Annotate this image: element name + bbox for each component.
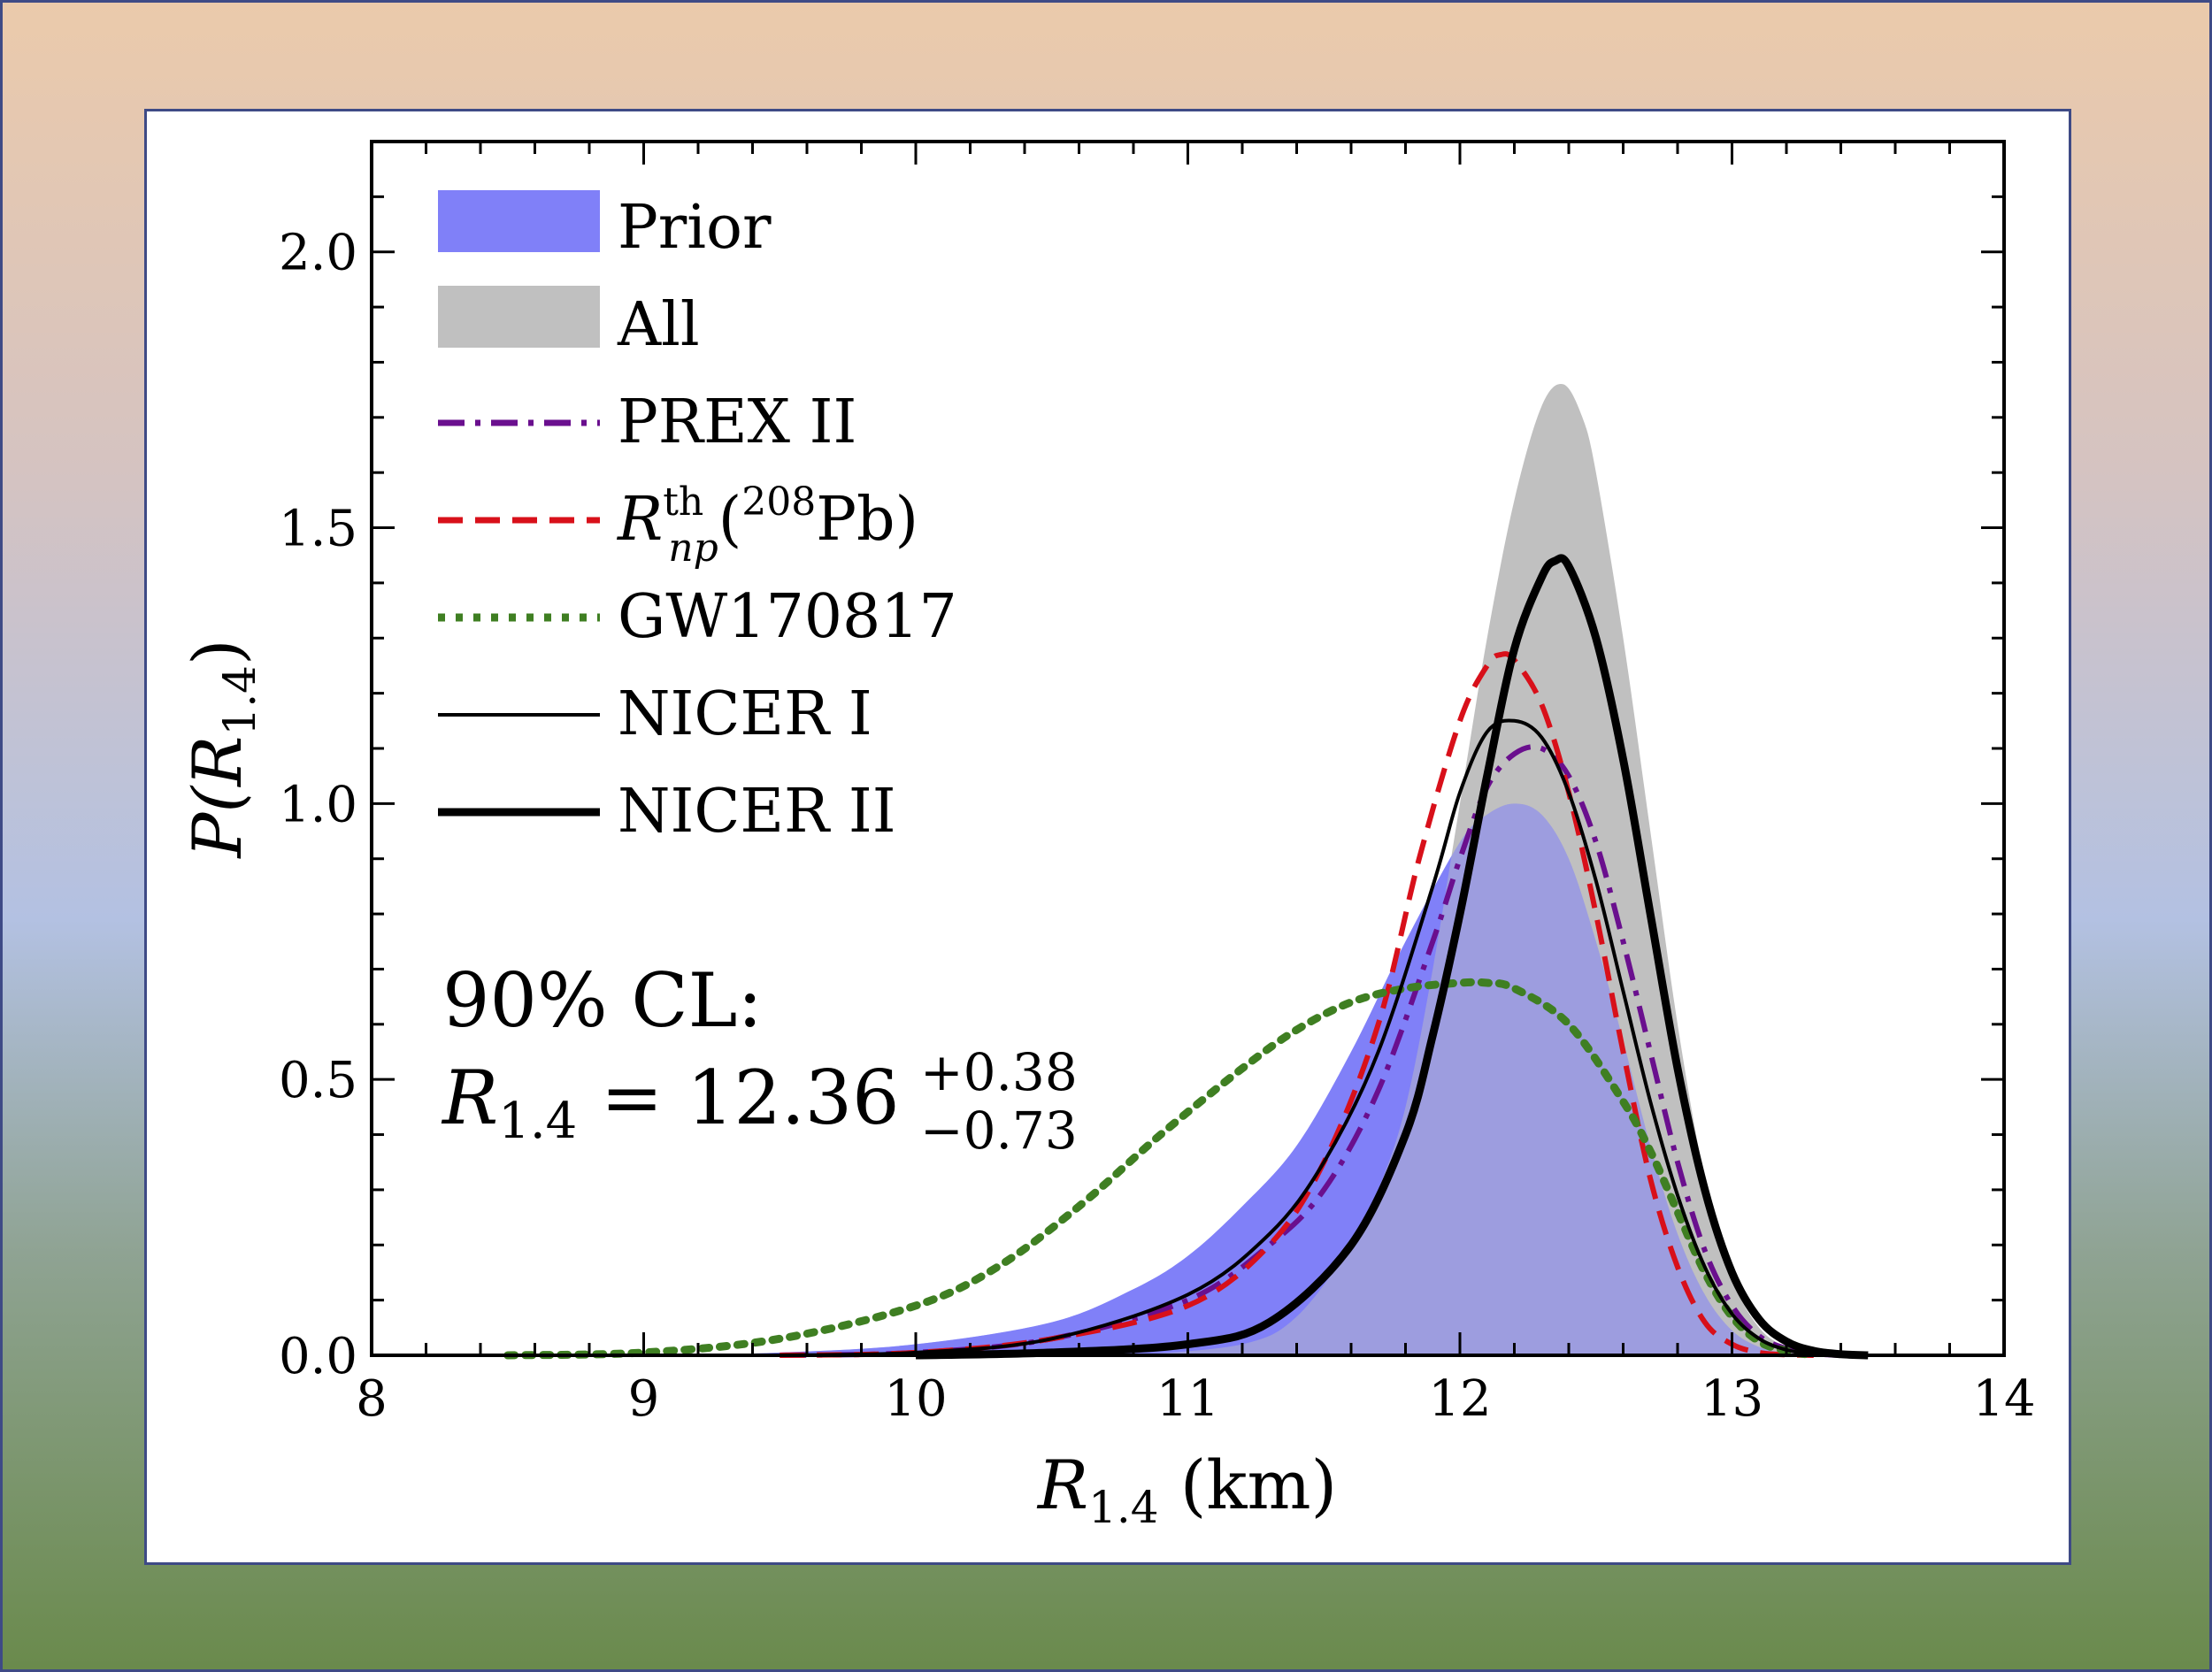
y-axis-label: P(R1.4) (178, 639, 265, 859)
ticks: 8 9 10 11 12 13 14 0.0 0.5 1.0 1.5 2.0 (279, 140, 2036, 1428)
legend-label-rnp-element: Pb) (816, 485, 918, 555)
axes-box (370, 140, 2006, 1357)
cl-annotation-lower: −0.73 (920, 1101, 1078, 1161)
series-fill-prior-overlay (372, 803, 1869, 1355)
series-line-r-np-th-208pb (780, 651, 1814, 1358)
x-tick-label: 8 (356, 1370, 388, 1428)
y-axis-label-close: ) (178, 639, 257, 665)
cl-annotation-symbol: R (441, 1055, 498, 1141)
y-tick-label: 1.5 (279, 501, 357, 558)
legend-label-rnp-isotope: 208 (741, 479, 816, 525)
legend-label-rnp-paren: ( (718, 485, 742, 555)
legend-label-all: All (617, 290, 700, 360)
cl-annotation: 90% CL: R1.4 = 12.36 +0.38 −0.73 (441, 957, 1078, 1161)
series-lines (503, 554, 1869, 1360)
legend-swatch-all (438, 286, 600, 348)
x-tick-label: 9 (628, 1370, 660, 1428)
y-axis-label-symbol: R (178, 736, 257, 788)
cl-annotation-line1: 90% CL: (442, 957, 763, 1044)
x-tick-label: 11 (1156, 1370, 1219, 1428)
legend-label-rnp-symbol: R (616, 485, 663, 555)
x-axis-label-unit: (km) (1159, 1446, 1338, 1524)
cl-annotation-line2: R1.4 = 12.36 (441, 1055, 900, 1150)
cl-annotation-symbol-sub: 1.4 (498, 1093, 577, 1150)
x-tick-label: 12 (1428, 1370, 1491, 1428)
series-line-nicer-i (780, 718, 1841, 1357)
y-tick-label: 1.0 (279, 776, 357, 833)
cl-annotation-upper: +0.38 (920, 1042, 1078, 1102)
legend-label-nicer1: NICER I (618, 679, 872, 749)
legend-label-rnp-sub: np (668, 525, 718, 571)
legend-label-nicer2: NICER II (618, 777, 896, 847)
x-axis-label: R1.4 (km) (1036, 1446, 1337, 1533)
x-tick-label: 13 (1701, 1370, 1763, 1428)
legend-label-rnp-sup: th (663, 479, 703, 525)
legend-swatch-prior (438, 190, 600, 252)
legend-label-prex: PREX II (618, 387, 856, 457)
series-line-nicer-ii (915, 554, 1869, 1360)
x-axis-label-subscript: 1.4 (1088, 1482, 1159, 1533)
cl-annotation-value: = 12.36 (577, 1055, 899, 1141)
legend-label-gw: GW170817 (618, 582, 957, 652)
y-tick-label: 0.0 (279, 1328, 357, 1385)
y-axis-label-p: P( (178, 785, 257, 859)
y-tick-label: 2.0 (279, 225, 357, 282)
x-tick-label: 10 (884, 1370, 947, 1428)
y-axis-label-subscript: 1.4 (214, 665, 265, 736)
y-tick-label: 0.5 (279, 1052, 357, 1109)
legend-label-prior: Prior (618, 193, 772, 263)
x-tick-label: 14 (1972, 1370, 2035, 1428)
x-axis-label-symbol: R (1036, 1446, 1088, 1524)
legend-label-rnp: Rth np(208Pb) (616, 479, 918, 571)
series-line-prex-ii (780, 744, 1841, 1358)
legend: Prior All PREX II Rth np(208Pb) GW170817 … (438, 190, 957, 847)
